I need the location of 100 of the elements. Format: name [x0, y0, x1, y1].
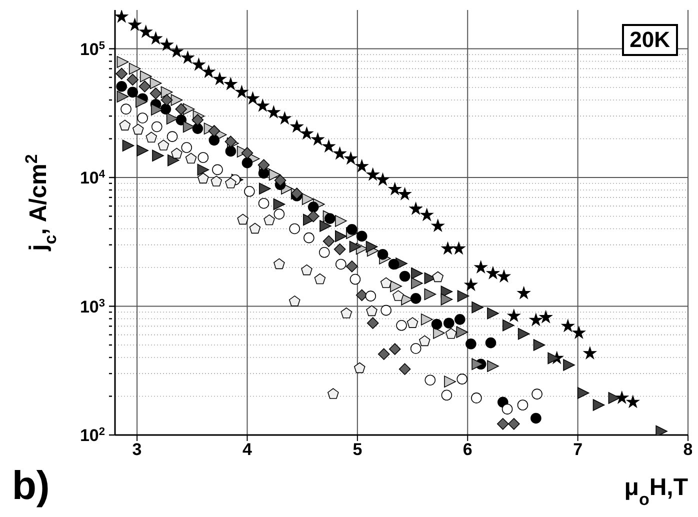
point	[433, 327, 445, 339]
point	[290, 120, 304, 132]
point	[356, 230, 368, 242]
point	[380, 277, 392, 288]
point	[539, 310, 552, 323]
point	[126, 74, 139, 86]
y-tick-label: 10$^{5}$	[80, 40, 105, 59]
point	[237, 214, 248, 225]
point	[366, 305, 378, 316]
point	[354, 362, 366, 374]
point	[175, 103, 188, 115]
point	[452, 242, 466, 254]
point	[267, 106, 280, 118]
point	[456, 374, 468, 384]
point	[583, 346, 596, 359]
point	[116, 90, 129, 102]
point	[278, 112, 292, 124]
x-tick-label: 5	[352, 440, 362, 460]
point	[388, 258, 400, 270]
point	[307, 210, 320, 222]
point	[376, 172, 390, 186]
point	[168, 154, 180, 166]
point	[355, 160, 368, 172]
point	[366, 240, 378, 253]
point	[454, 314, 466, 325]
point	[390, 280, 402, 292]
point	[406, 317, 418, 328]
point	[440, 294, 453, 306]
point	[127, 86, 138, 98]
point	[396, 320, 407, 331]
point	[150, 88, 162, 100]
point	[181, 142, 192, 153]
point	[136, 96, 148, 108]
point	[420, 208, 434, 221]
point	[432, 271, 444, 282]
point	[592, 399, 605, 411]
point	[474, 260, 488, 274]
point	[334, 215, 347, 227]
point	[517, 286, 530, 299]
point	[378, 348, 390, 360]
point	[496, 418, 509, 430]
point	[441, 242, 454, 254]
point	[424, 288, 436, 300]
point	[302, 193, 314, 205]
point	[116, 68, 128, 80]
point	[160, 94, 173, 106]
point	[171, 148, 182, 159]
point	[365, 290, 376, 302]
point	[398, 188, 412, 200]
point	[486, 266, 500, 279]
point	[324, 213, 336, 224]
x-axis-title: μ$_{o}$H,T	[624, 474, 688, 508]
point	[502, 320, 514, 332]
point	[241, 147, 254, 159]
point	[608, 392, 620, 404]
point	[320, 220, 332, 232]
point	[487, 360, 499, 372]
point	[615, 391, 628, 404]
point	[212, 164, 223, 176]
point	[150, 104, 163, 116]
point	[487, 308, 499, 320]
point	[208, 134, 220, 146]
point	[202, 65, 216, 78]
point	[529, 313, 542, 326]
point	[577, 387, 590, 399]
point	[308, 202, 319, 212]
point	[258, 198, 270, 209]
point	[410, 343, 422, 354]
y-tick-label: 10$^{4}$	[80, 168, 106, 188]
text: b)	[12, 464, 50, 509]
point	[137, 112, 148, 124]
point	[182, 120, 195, 133]
point	[116, 81, 128, 92]
point	[139, 25, 152, 38]
point	[273, 198, 286, 210]
point	[388, 343, 401, 355]
point	[311, 132, 324, 146]
point	[419, 335, 430, 346]
point	[334, 243, 346, 256]
point	[210, 176, 222, 186]
point	[380, 304, 392, 316]
point	[346, 224, 358, 235]
point	[471, 392, 482, 404]
point	[242, 157, 253, 168]
point	[197, 164, 210, 176]
point	[388, 182, 402, 195]
point	[350, 274, 361, 285]
point	[322, 235, 335, 248]
point	[533, 339, 546, 351]
point	[392, 290, 404, 301]
point	[314, 273, 326, 284]
point	[152, 150, 164, 162]
point	[122, 140, 134, 152]
point	[497, 270, 510, 282]
point	[333, 146, 346, 160]
point	[304, 232, 314, 244]
point	[120, 104, 132, 114]
annotation: 20K	[622, 24, 678, 56]
point	[181, 51, 194, 64]
point	[151, 121, 162, 132]
